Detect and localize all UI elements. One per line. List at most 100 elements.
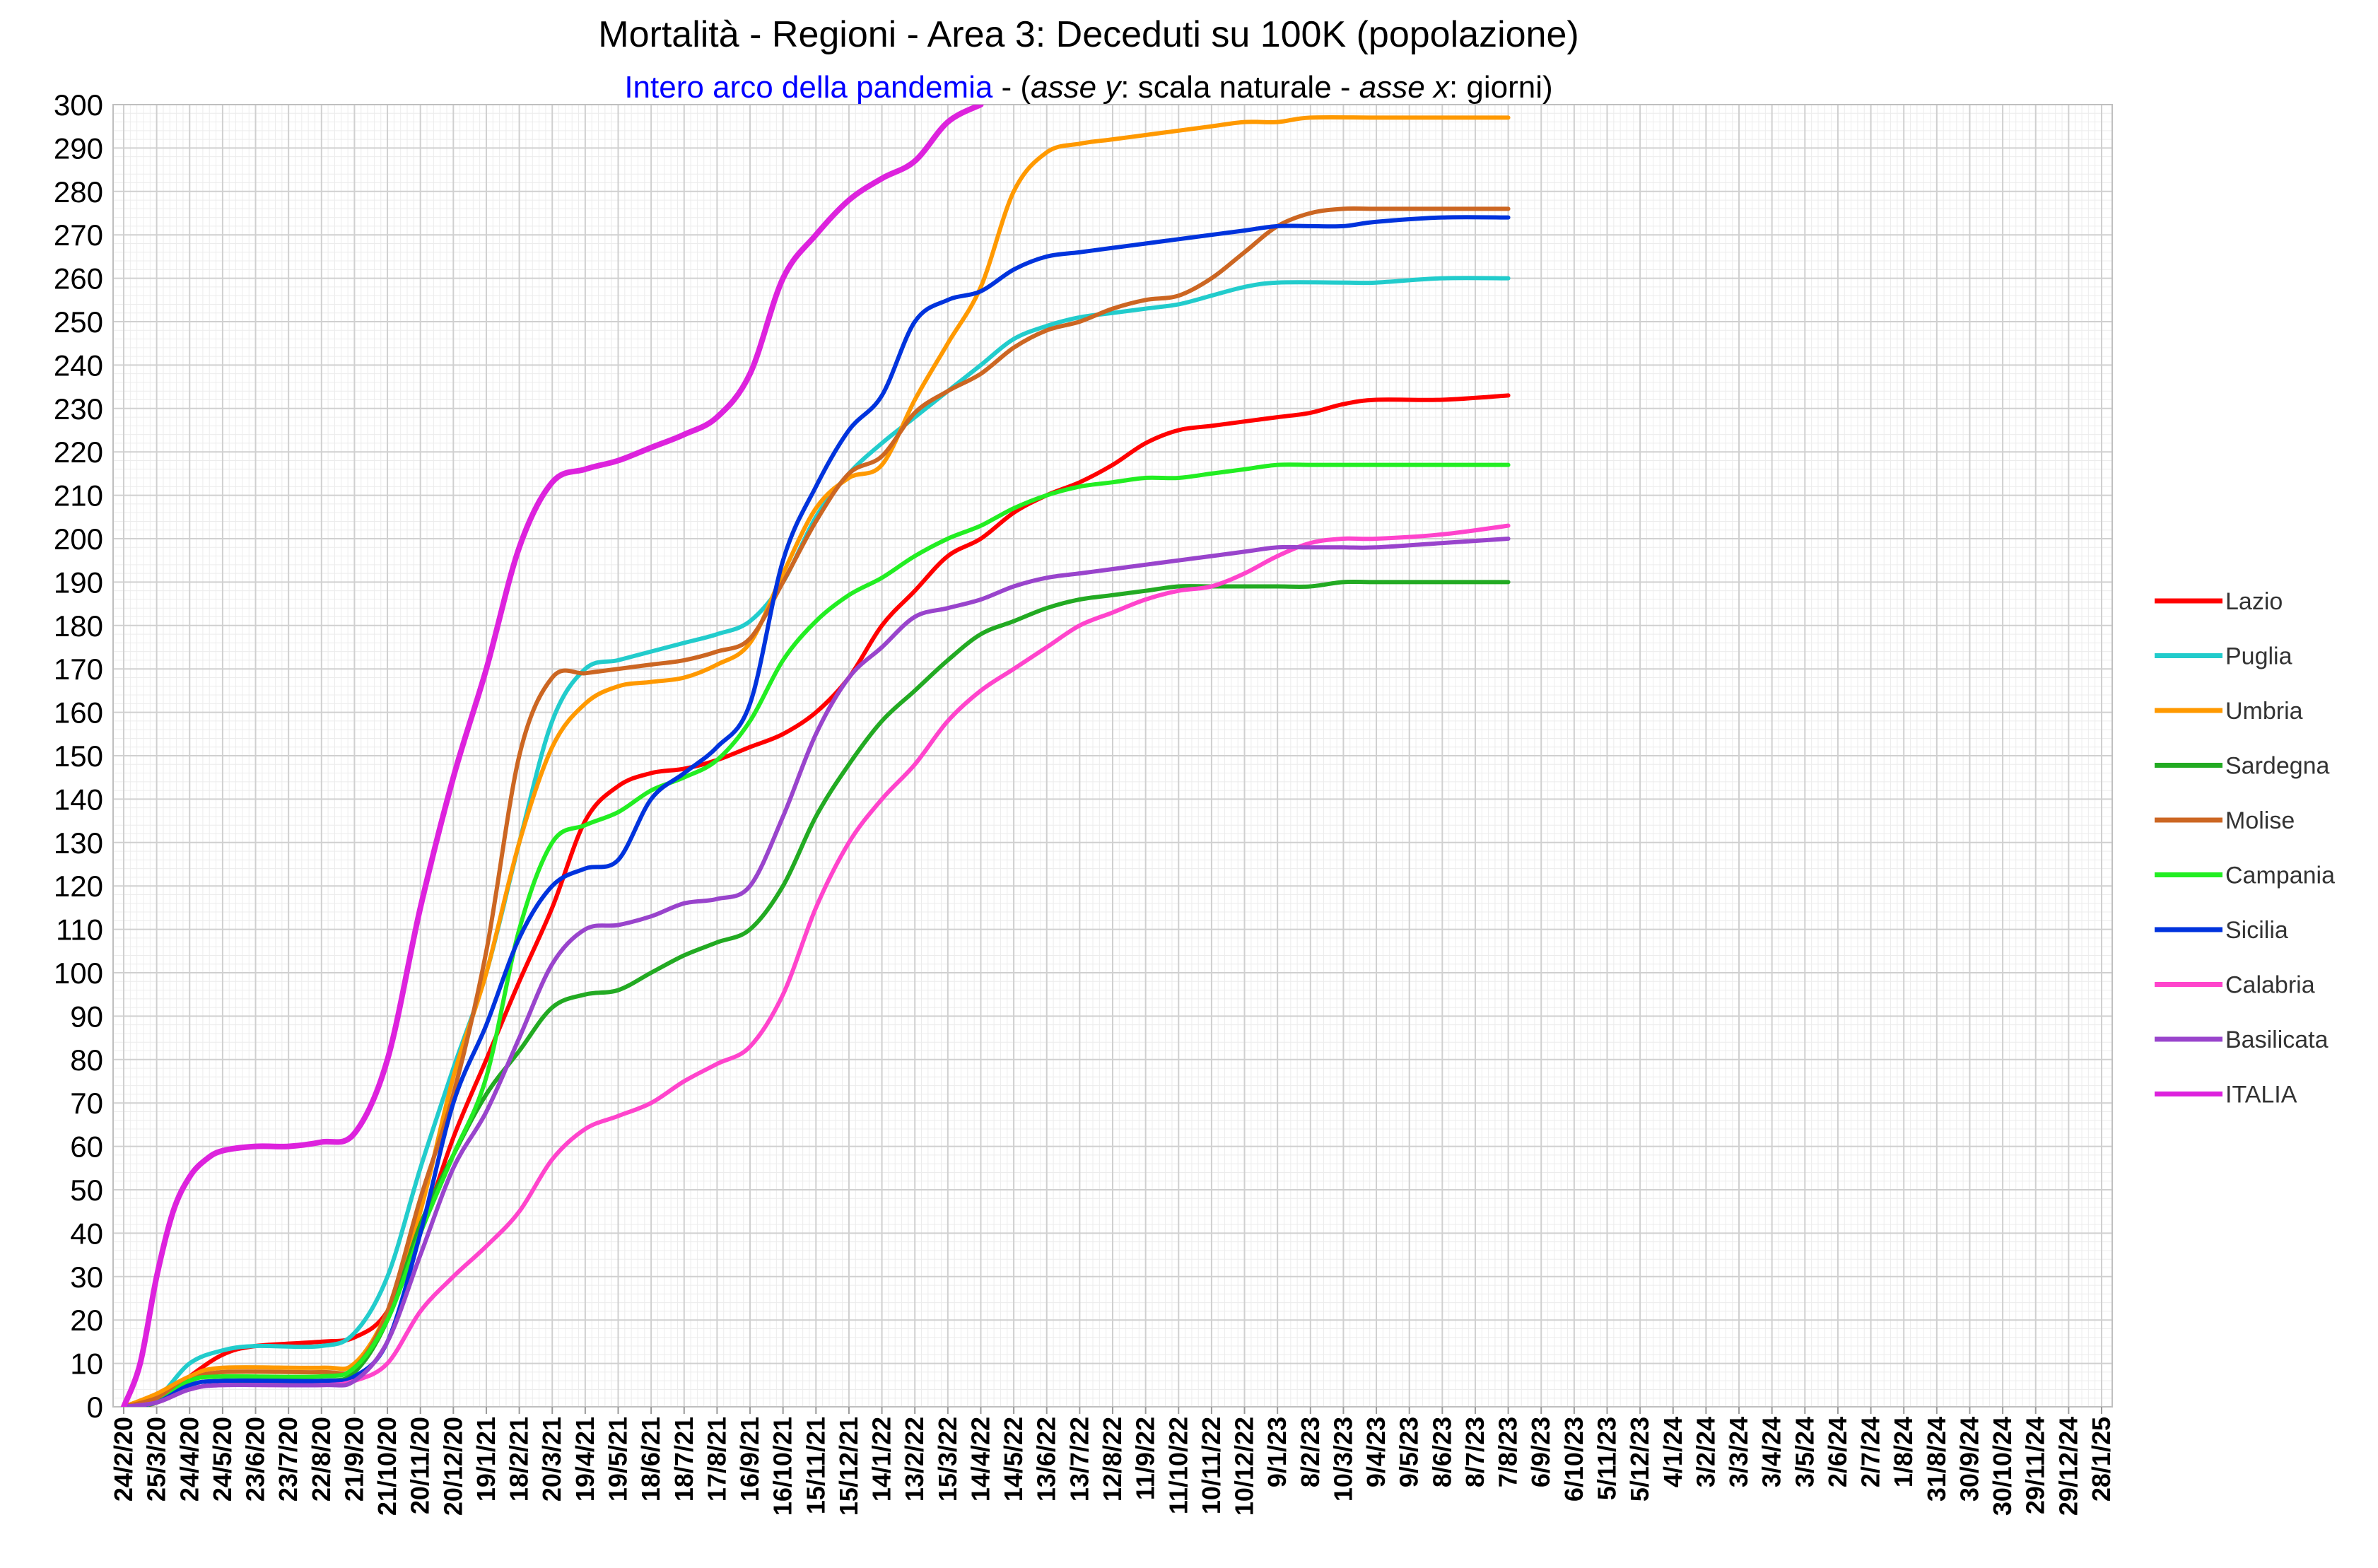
y-tick-label: 240 bbox=[54, 349, 103, 382]
legend-label-basilicata: Basilicata bbox=[2225, 1026, 2329, 1053]
legend-label-campania: Campania bbox=[2225, 862, 2335, 889]
y-tick-label: 170 bbox=[54, 653, 103, 686]
y-tick-label: 60 bbox=[70, 1130, 103, 1164]
x-tick-label: 15/12/21 bbox=[834, 1417, 863, 1516]
x-tick-label: 21/9/20 bbox=[339, 1417, 368, 1502]
legend-label-calabria: Calabria bbox=[2225, 972, 2315, 999]
series-line-puglia bbox=[122, 276, 1511, 1407]
x-tick-label: 13/7/22 bbox=[1065, 1417, 1094, 1502]
y-tick-label: 30 bbox=[70, 1260, 103, 1294]
y-tick-label: 220 bbox=[54, 435, 103, 469]
x-tick-label: 20/3/21 bbox=[537, 1417, 566, 1502]
x-tick-label: 5/11/23 bbox=[1593, 1417, 1622, 1500]
data-series bbox=[121, 105, 1511, 1407]
x-tick-label: 24/5/20 bbox=[208, 1417, 237, 1502]
legend-label-lazio: Lazio bbox=[2225, 588, 2283, 615]
series-line-italia bbox=[121, 105, 984, 1407]
x-tick-label: 3/2/24 bbox=[1691, 1417, 1720, 1487]
x-tick-label: 3/4/24 bbox=[1757, 1417, 1786, 1487]
x-tick-label: 29/11/24 bbox=[2021, 1417, 2050, 1514]
series-line-campania bbox=[122, 462, 1511, 1407]
x-tick-label: 2/7/24 bbox=[1856, 1417, 1885, 1487]
series-line-basilicata bbox=[122, 537, 1511, 1407]
subtitle-y-axis: asse y bbox=[1031, 70, 1123, 105]
y-tick-label: 140 bbox=[54, 783, 103, 816]
x-tick-label: 22/8/20 bbox=[307, 1417, 336, 1502]
y-tick-label: 150 bbox=[54, 739, 103, 773]
x-tick-label: 13/6/22 bbox=[1032, 1417, 1061, 1502]
subtitle-x-axis: asse x bbox=[1359, 70, 1451, 105]
y-tick-label: 280 bbox=[54, 175, 103, 209]
x-tick-label: 24/2/20 bbox=[109, 1417, 138, 1502]
y-tick-label: 110 bbox=[56, 913, 103, 947]
x-tick-label: 4/1/24 bbox=[1658, 1417, 1687, 1487]
subtitle-dash: - ( bbox=[992, 70, 1031, 105]
x-tick-label: 23/7/20 bbox=[274, 1417, 303, 1502]
x-axis-ticks: 24/2/20 25/3/20 24/4/20 24/5/20 23/6/20 23/7/… bbox=[109, 1407, 2116, 1516]
y-tick-label: 0 bbox=[87, 1391, 103, 1424]
x-tick-label: 19/4/21 bbox=[570, 1417, 599, 1502]
x-tick-label: 15/11/21 bbox=[801, 1417, 830, 1514]
x-tick-label: 23/6/20 bbox=[241, 1417, 270, 1502]
x-tick-label: 25/3/20 bbox=[142, 1417, 171, 1502]
y-tick-label: 230 bbox=[54, 392, 103, 426]
major-gridlines bbox=[113, 104, 2112, 1408]
y-tick-label: 50 bbox=[70, 1174, 103, 1207]
y-tick-label: 160 bbox=[54, 696, 103, 730]
x-tick-label: 28/1/25 bbox=[2087, 1417, 2116, 1502]
y-tick-label: 130 bbox=[54, 826, 103, 860]
y-tick-label: 40 bbox=[70, 1217, 103, 1250]
x-tick-label: 18/6/21 bbox=[636, 1417, 665, 1502]
x-tick-label: 31/8/24 bbox=[1922, 1417, 1951, 1502]
x-tick-label: 29/12/24 bbox=[2054, 1417, 2083, 1516]
y-tick-label: 260 bbox=[54, 262, 103, 296]
y-tick-label: 120 bbox=[54, 870, 103, 903]
x-tick-label: 8/6/23 bbox=[1427, 1417, 1456, 1487]
x-tick-label: 16/9/21 bbox=[735, 1417, 764, 1502]
chart-title: Mortalità - Regioni - Area 3: Deceduti s… bbox=[598, 14, 1578, 55]
legend-label-italia: ITALIA bbox=[2225, 1082, 2297, 1108]
x-tick-label: 24/4/20 bbox=[175, 1417, 204, 1502]
y-tick-label: 100 bbox=[54, 956, 103, 990]
x-tick-label: 19/5/21 bbox=[604, 1417, 633, 1502]
y-tick-label: 20 bbox=[70, 1304, 103, 1337]
subtitle-x-scale: : giorni) bbox=[1449, 70, 1553, 105]
x-tick-label: 8/7/23 bbox=[1460, 1417, 1489, 1487]
y-tick-label: 210 bbox=[54, 479, 103, 513]
legend-label-umbria: Umbria bbox=[2225, 698, 2303, 725]
x-tick-label: 15/3/22 bbox=[933, 1417, 962, 1502]
x-tick-label: 12/8/22 bbox=[1098, 1417, 1127, 1502]
x-tick-label: 14/4/22 bbox=[966, 1417, 995, 1502]
x-tick-label: 10/3/23 bbox=[1328, 1417, 1357, 1502]
x-tick-label: 9/5/23 bbox=[1395, 1417, 1424, 1487]
x-tick-label: 21/10/20 bbox=[373, 1417, 402, 1516]
subtitle-y-scale: : scala naturale - bbox=[1120, 70, 1359, 105]
x-tick-label: 7/8/23 bbox=[1494, 1417, 1523, 1487]
legend-label-sicilia: Sicilia bbox=[2225, 917, 2288, 944]
y-tick-label: 70 bbox=[70, 1087, 103, 1120]
legend-label-molise: Molise bbox=[2225, 807, 2295, 834]
series-line-calabria bbox=[122, 523, 1511, 1407]
x-tick-label: 30/10/24 bbox=[1988, 1417, 2017, 1516]
x-tick-label: 1/8/24 bbox=[1889, 1417, 1918, 1487]
x-tick-label: 10/11/22 bbox=[1197, 1417, 1226, 1514]
y-tick-label: 270 bbox=[54, 218, 103, 252]
y-tick-label: 90 bbox=[70, 1000, 103, 1033]
x-tick-label: 19/1/21 bbox=[472, 1417, 500, 1502]
x-tick-label: 10/12/22 bbox=[1230, 1417, 1259, 1516]
x-tick-label: 13/2/22 bbox=[900, 1417, 929, 1502]
legend-label-puglia: Puglia bbox=[2225, 643, 2292, 670]
x-tick-label: 20/11/20 bbox=[406, 1417, 435, 1514]
legend: Lazio Puglia Umbria Sardegna Molise Campania S… bbox=[2155, 588, 2335, 1108]
x-tick-label: 30/9/24 bbox=[1955, 1417, 1984, 1502]
x-tick-label: 17/8/21 bbox=[702, 1417, 731, 1502]
subtitle-scope: Intero arco della pandemia bbox=[624, 70, 993, 105]
y-tick-label: 290 bbox=[54, 131, 103, 165]
x-tick-label: 11/9/22 bbox=[1131, 1417, 1160, 1500]
x-tick-label: 5/12/23 bbox=[1625, 1417, 1654, 1502]
y-axis-ticks: 0 10 20 30 40 50 60 70 80 90 100 110 120 130 140 150 160… bbox=[54, 88, 103, 1424]
legend-label-sardegna: Sardegna bbox=[2225, 753, 2330, 780]
x-tick-label: 20/12/20 bbox=[438, 1417, 467, 1516]
y-tick-label: 80 bbox=[70, 1043, 103, 1077]
y-tick-label: 200 bbox=[54, 522, 103, 556]
